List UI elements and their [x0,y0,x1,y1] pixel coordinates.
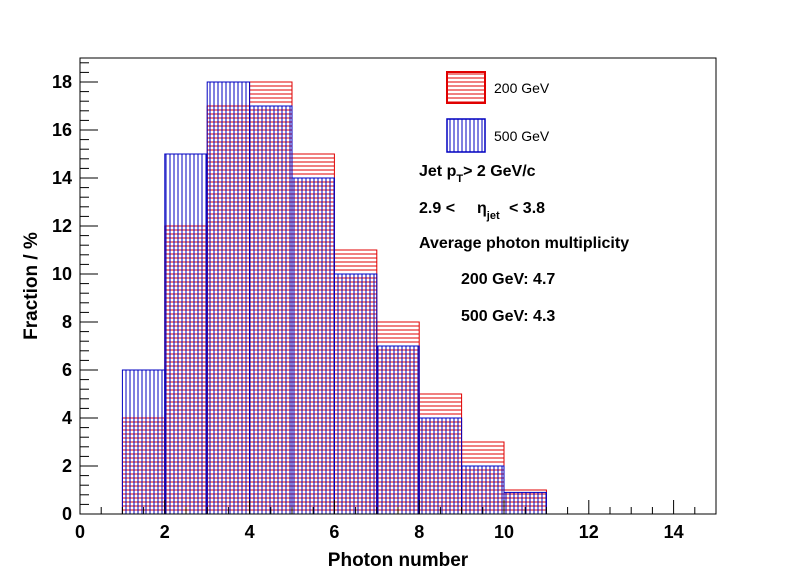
annotation-eta-symbol: ηjet [477,200,500,222]
y-tick-label: 14 [52,168,72,188]
legend: 200 GeV 500 GeV [446,71,550,153]
bar-500gev-bin-1 [121,369,166,515]
legend-swatch-200gev [446,71,486,104]
bar-500gev-bin-3 [206,81,251,515]
x-axis-title: Photon number [328,550,469,571]
x-tick-label: 14 [664,522,684,542]
bar-500gev-bin-5 [291,177,335,515]
y-tick-label: 2 [62,456,72,476]
annotation-avg-500gev: 500 GeV: 4.3 [461,308,555,325]
x-tick-label: 8 [414,522,424,542]
annotation-eta-prefix: 2.9 < [419,200,455,217]
x-tick-label: 10 [494,522,514,542]
y-tick-label: 8 [62,312,72,332]
x-tick-label: 12 [579,522,599,542]
annotation-avg-200gev: 200 GeV: 4.7 [461,271,555,288]
y-tick-label: 4 [62,408,72,428]
bar-500gev-bin-4 [249,105,293,515]
y-tick-label: 0 [62,504,72,524]
annotation-avg-title: Average photon multiplicity [419,235,629,252]
legend-label-500gev: 500 GeV [494,128,550,144]
legend-swatch-500gev [446,118,486,153]
x-tick-label: 4 [245,522,255,542]
y-axis-title: Fraction / % [21,232,42,340]
legend-label-200gev: 200 GeV [494,80,550,96]
y-tick-label: 18 [52,72,72,92]
bar-500gev-bin-7 [376,345,420,515]
bar-500gev-bin-2 [164,153,208,515]
bar-500gev-bin-8 [418,417,463,515]
x-tick-label: 2 [160,522,170,542]
annotation-jet-pt-cut: Jet pT> 2 GeV/c [419,163,536,185]
y-tick-label: 10 [52,264,72,284]
annotation-eta-suffix: < 3.8 [509,200,545,217]
series-500gev-bars [121,81,547,515]
y-tick-label: 12 [52,216,72,236]
x-tick-label: 6 [329,522,339,542]
bar-500gev-bin-9 [461,465,505,515]
annotations: Jet pT> 2 GeV/c 2.9 < ηjet < 3.8 Average… [419,163,629,325]
y-tick-label: 6 [62,360,72,380]
y-tick-label: 16 [52,120,72,140]
bar-500gev-bin-6 [333,273,378,515]
x-axis: 0 2 4 6 8 10 12 14 [75,500,717,542]
legend-item-200gev: 200 GeV [446,71,550,104]
y-axis: 0 2 4 6 8 10 12 14 16 18 [52,62,98,524]
legend-item-500gev: 500 GeV [446,118,550,153]
x-tick-label: 0 [75,522,85,542]
